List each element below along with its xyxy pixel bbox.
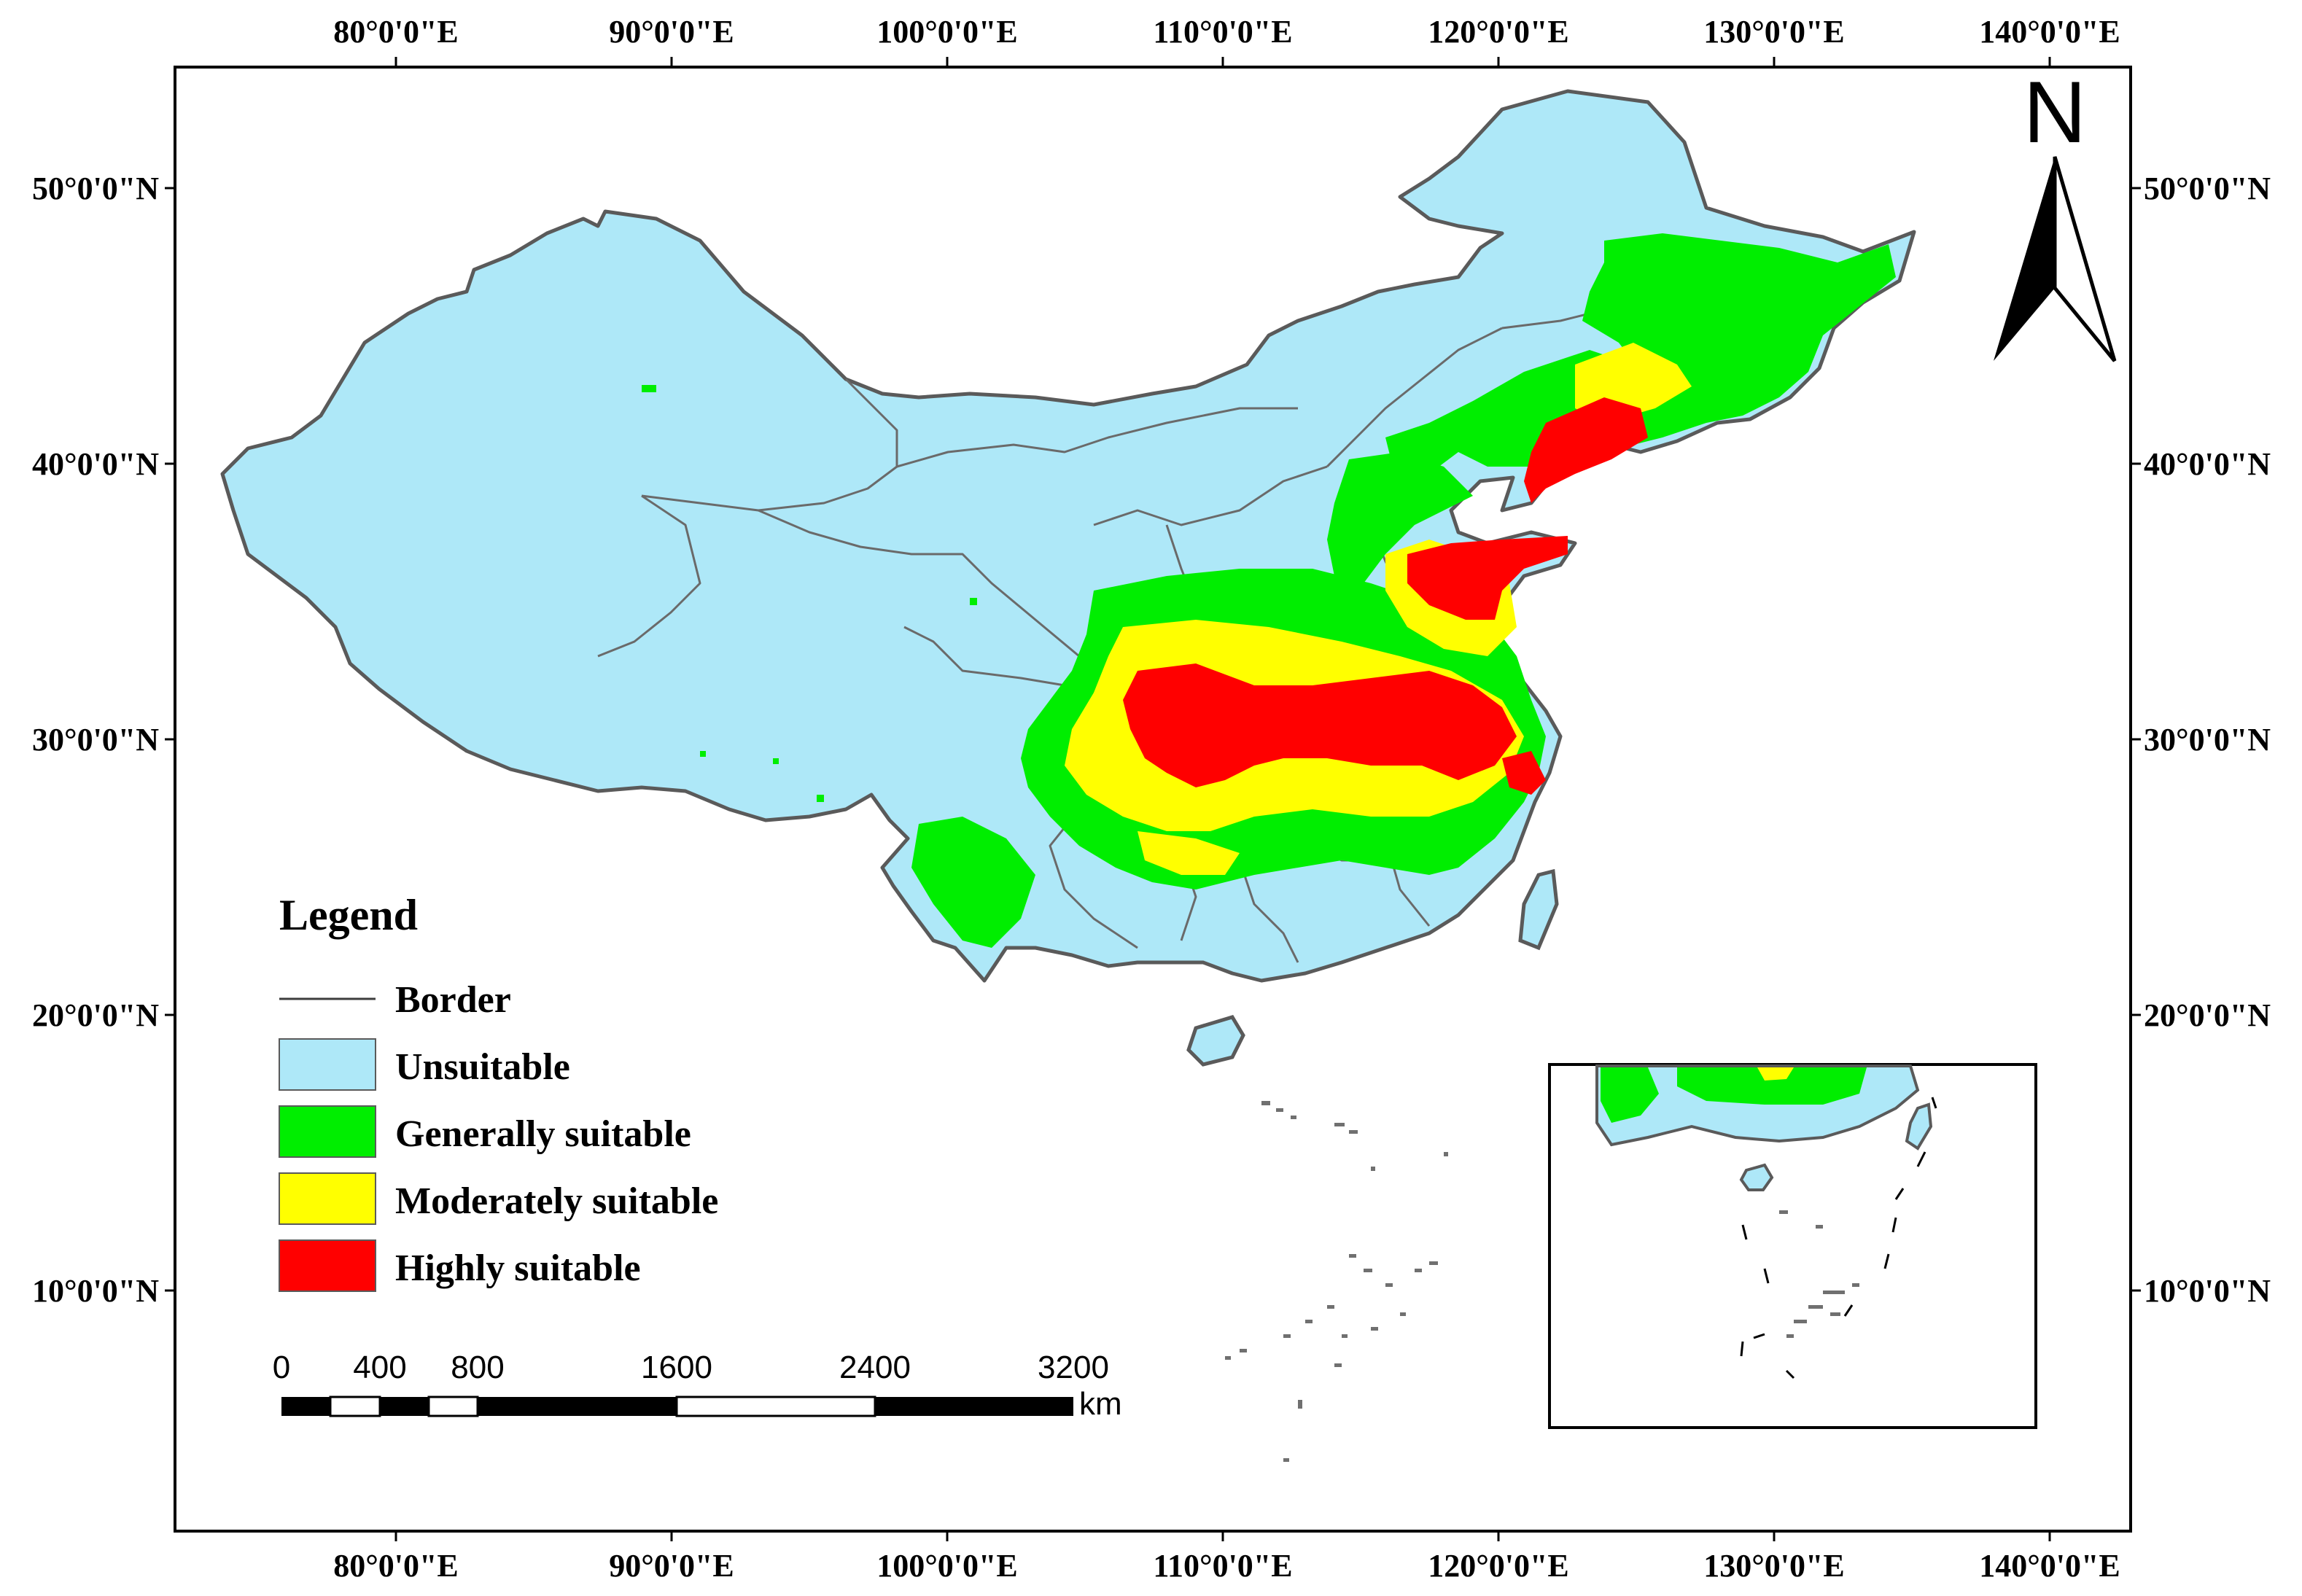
legend-swatch-moderately (279, 1172, 376, 1225)
scale-segment-3 (380, 1397, 429, 1416)
scale-segment-5 (478, 1397, 677, 1416)
lat-label-left-50: 50°0'0"N (32, 171, 159, 206)
lon-label-bottom-120: 120°0'0"E (1428, 1548, 1569, 1584)
lon-label-top-90: 90°0'0"E (609, 14, 734, 50)
scale-segment-1 (281, 1397, 330, 1416)
legend-label-border: Border (395, 979, 511, 1021)
lat-label-left-20: 20°0'0"N (32, 997, 159, 1033)
china-landmass (220, 89, 1916, 983)
lon-label-bottom-130: 130°0'0"E (1703, 1548, 1845, 1584)
scale-tick-3200: 3200 (1038, 1350, 1109, 1385)
lon-label-bottom-100: 100°0'0"E (876, 1548, 1018, 1584)
inset-green (1601, 1067, 1867, 1123)
legend-label-unsuitable: Unsuitable (395, 1046, 570, 1088)
legend-label-highly: Highly suitable (395, 1247, 641, 1289)
legend-label-generally: Generally suitable (395, 1113, 691, 1155)
lat-label-left-40: 40°0'0"N (32, 446, 159, 482)
lon-label-bottom-90: 90°0'0"E (609, 1548, 734, 1584)
scale-segment-6 (675, 1395, 876, 1417)
inset-boundary-dashes (1740, 1097, 1937, 1379)
legend-swatch-unsuitable (279, 1038, 376, 1091)
map-frame (174, 66, 2132, 1533)
south-china-sea-islands (1225, 1101, 1448, 1462)
lon-label-bottom-140: 140°0'0"E (1979, 1548, 2120, 1584)
scale-tick-2400: 2400 (839, 1350, 911, 1385)
lat-label-right-40: 40°0'0"N (2144, 446, 2271, 482)
lat-label-right-30: 30°0'0"N (2144, 722, 2271, 758)
longitude-ticks (394, 57, 2051, 1541)
scale-tick-800: 800 (451, 1350, 504, 1385)
latitude-ticks (165, 187, 2141, 1292)
inset-yellow (1757, 1067, 1794, 1081)
inset-islands (1779, 1210, 1859, 1338)
lat-label-left-10: 10°0'0"N (32, 1273, 159, 1309)
lat-label-right-20: 20°0'0"N (2144, 997, 2271, 1033)
south-china-sea-inset (1548, 1063, 2037, 1429)
taiwan-island (1518, 868, 1559, 951)
inset-hainan (1739, 1163, 1774, 1191)
lon-label-top-100: 100°0'0"E (876, 14, 1018, 50)
scale-segment-2 (329, 1395, 381, 1417)
lon-label-top-110: 110°0'0"E (1153, 14, 1292, 50)
lon-label-bottom-110: 110°0'0"E (1153, 1548, 1292, 1584)
scale-unit: km (1079, 1386, 1122, 1422)
legend-title: Legend (279, 891, 418, 939)
north-arrow-right-half (2053, 156, 2117, 362)
lat-label-right-10: 10°0'0"N (2144, 1273, 2271, 1309)
legend: Legend Border Unsuitable Generally suita… (279, 891, 718, 1292)
scale-tick-1600: 1600 (641, 1350, 712, 1385)
scale-tick-400: 400 (353, 1350, 406, 1385)
north-arrow: N (1994, 63, 2117, 362)
hainan-island (1186, 1015, 1245, 1067)
inset-taiwan (1905, 1102, 1933, 1151)
lat-label-right-50: 50°0'0"N (2144, 171, 2271, 206)
scale-segment-7 (875, 1397, 1073, 1416)
legend-label-moderately: Moderately suitable (395, 1180, 718, 1222)
highly-suitable-zones (1123, 397, 1648, 795)
scale-segment-4 (427, 1395, 479, 1417)
lon-label-top-80: 80°0'0"E (333, 14, 459, 50)
lon-label-top-140: 140°0'0"E (1979, 14, 2120, 50)
north-arrow-letter: N (2023, 63, 2087, 161)
north-arrow-left-half (1994, 157, 2055, 361)
scale-tick-0: 0 (273, 1350, 290, 1385)
lat-label-left-30: 30°0'0"N (32, 722, 159, 758)
scale-bar: 0 400 800 1600 2400 3200 km (273, 1350, 1122, 1422)
legend-swatch-generally (279, 1105, 376, 1158)
lon-label-bottom-80: 80°0'0"E (333, 1548, 459, 1584)
legend-swatch-highly (279, 1239, 376, 1292)
lon-label-top-120: 120°0'0"E (1428, 14, 1569, 50)
lon-label-top-130: 130°0'0"E (1703, 14, 1845, 50)
